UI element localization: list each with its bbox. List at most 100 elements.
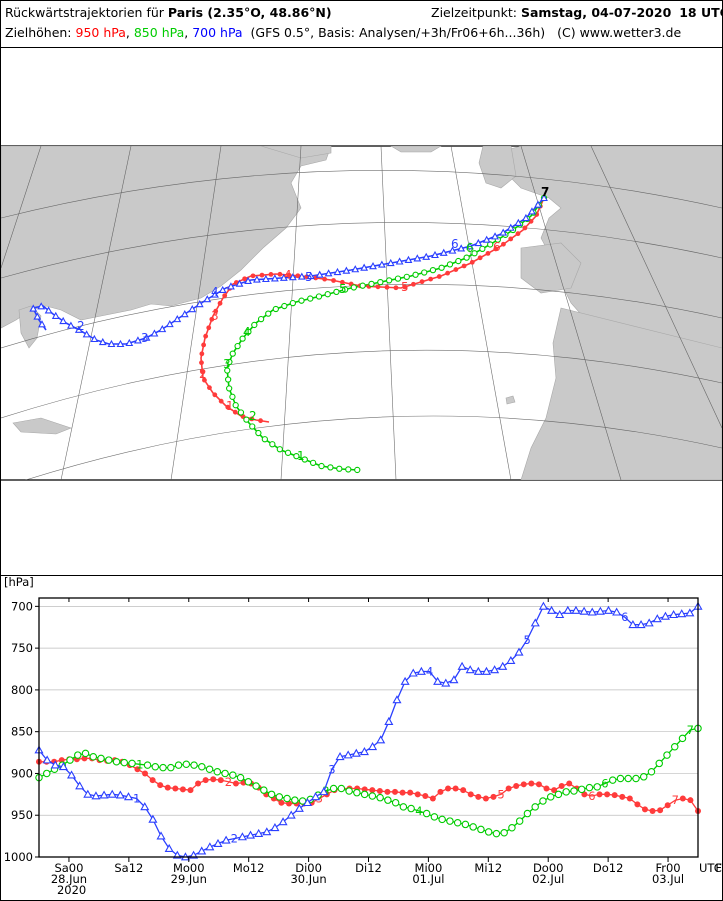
data-point [632, 774, 640, 783]
map-marker [354, 466, 361, 474]
map-marker [394, 275, 402, 282]
map-marker [403, 273, 410, 280]
level-850: 850 hPa [133, 25, 185, 40]
map-marker [501, 241, 506, 247]
map-marker [333, 288, 340, 296]
data-point [467, 791, 474, 798]
day-label: 1 [136, 757, 143, 771]
model-info: (GFS 0.5°, Basis: Analysen/+3h/Fr06+6h..… [250, 25, 546, 40]
map-marker [180, 309, 189, 318]
data-point [392, 788, 399, 795]
day-label: 1 [133, 792, 140, 806]
svg-text:5: 5 [401, 280, 409, 294]
svg-text:3: 3 [223, 357, 231, 371]
x-unit-label: UTC [699, 861, 722, 875]
data-point [232, 780, 239, 787]
data-point [469, 823, 477, 831]
x-tick-label: 2020 [57, 883, 86, 897]
map-marker [134, 336, 142, 344]
data-point [505, 785, 512, 792]
data-point [278, 799, 285, 806]
data-point [229, 771, 237, 779]
series-line [39, 757, 699, 812]
map-marker [227, 282, 235, 290]
data-point [422, 793, 429, 800]
data-point [157, 782, 164, 789]
map-marker [402, 284, 408, 290]
data-point [156, 831, 166, 840]
svg-text:5: 5 [305, 270, 313, 284]
y-tick-label: 900 [11, 766, 33, 780]
data-point [123, 792, 134, 801]
data-point [217, 777, 224, 784]
data-point [608, 776, 617, 784]
map-marker [350, 284, 357, 291]
data-point [400, 676, 410, 685]
data-point [441, 678, 451, 687]
map-marker [232, 402, 239, 409]
map-marker [360, 263, 369, 271]
data-point [198, 763, 206, 771]
day-label: 5 [497, 787, 504, 801]
map-marker [469, 259, 475, 265]
map-marker [439, 248, 448, 256]
iberia [520, 242, 582, 294]
map-marker [225, 404, 231, 410]
data-point [221, 769, 229, 778]
data-point [500, 829, 508, 837]
data-point [197, 846, 207, 855]
data-point [182, 760, 191, 769]
data-point [579, 606, 589, 615]
map-marker [98, 337, 107, 346]
data-point [562, 788, 570, 796]
plot-frame [38, 597, 699, 858]
data-point [213, 838, 223, 847]
data-point [687, 797, 694, 804]
map-marker [142, 333, 151, 341]
map-marker [485, 250, 491, 256]
map-marker [229, 350, 236, 357]
data-point [655, 759, 663, 768]
map-marker [324, 291, 331, 298]
target-line: Zielzeitpunkt: Samstag, 04-07-2020 18 UT… [431, 5, 723, 20]
data-point [452, 785, 459, 792]
chart-axes: [hPa]7007508008509009501000Sa0028.Jun202… [4, 576, 722, 897]
data-point [596, 791, 603, 798]
svg-text:2: 2 [77, 319, 85, 333]
data-point [430, 813, 439, 821]
data-point [669, 609, 679, 619]
canary-islands [505, 395, 516, 405]
map-marker [116, 339, 125, 348]
data-point [558, 782, 565, 789]
map-marker [276, 446, 283, 453]
map-marker [422, 252, 431, 260]
x-tick-label: 03.Jul [652, 872, 684, 886]
x-tick-label: 01.Jul [412, 872, 444, 886]
data-point [236, 773, 245, 782]
data-point [148, 814, 158, 823]
data-point [461, 820, 470, 829]
map-marker [461, 263, 467, 269]
map-marker [37, 302, 46, 310]
data-point [571, 605, 581, 614]
data-point [585, 783, 594, 792]
map-marker [286, 272, 292, 278]
data-point [120, 758, 129, 767]
data-point [174, 761, 183, 769]
data-point [83, 789, 93, 798]
map-marker [377, 260, 386, 268]
svg-text:2: 2 [249, 409, 257, 423]
map-marker [534, 200, 542, 208]
map-marker [222, 293, 228, 299]
data-point [369, 787, 376, 794]
data-point [628, 620, 638, 629]
map-marker [107, 339, 116, 348]
data-point [262, 827, 272, 836]
map-marker [341, 286, 349, 293]
map-marker [252, 275, 261, 283]
data-point [416, 666, 426, 675]
map-marker [125, 338, 134, 347]
x-tick-label: Sa00 [54, 861, 83, 875]
x-tick-label: Do12 [593, 861, 624, 875]
map-marker [393, 285, 399, 291]
